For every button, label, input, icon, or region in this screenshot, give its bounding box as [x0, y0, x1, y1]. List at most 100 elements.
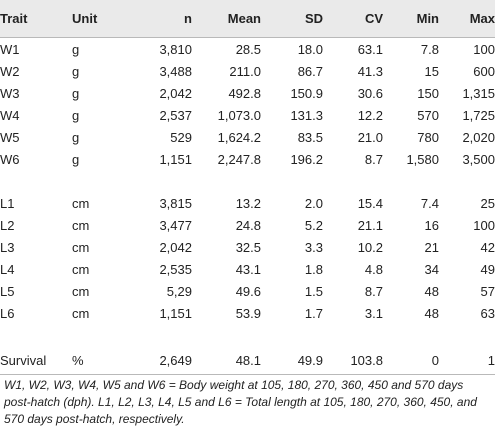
cell-cv: 4.8	[364, 261, 383, 277]
cell-trait: L4	[0, 261, 15, 277]
cell-trait: W3	[0, 85, 20, 101]
cell-unit: g	[72, 107, 80, 123]
cell-min: 570	[417, 107, 439, 123]
cell-min: 1,580	[406, 151, 439, 167]
cell-mean: 32.5	[235, 239, 261, 255]
table-spacer-row	[0, 324, 495, 346]
cell-cv: 15.4	[357, 195, 383, 211]
cell-max: 49	[480, 261, 495, 277]
cell-cv: 10.2	[357, 239, 383, 255]
cell-n: 2,042	[159, 239, 192, 255]
cell-max: 3,500	[462, 151, 495, 167]
cell-min: 780	[417, 129, 439, 145]
cell-cv: 12.2	[357, 107, 383, 123]
header-mean: Mean	[192, 0, 261, 38]
header-unit: Unit	[72, 0, 112, 38]
header-trait: Trait	[0, 0, 72, 38]
cell-mean: 28.5	[235, 41, 261, 57]
cell-min: 7.4	[420, 195, 439, 211]
cell-trait: W1	[0, 41, 20, 57]
spacer-cell	[0, 170, 495, 192]
cell-n: 3,815	[159, 195, 192, 211]
table-row: L6 cm 1,151 53.9 1.7 3.1 48 63	[0, 302, 495, 324]
cell-unit: g	[72, 129, 80, 145]
cell-trait: W5	[0, 129, 20, 145]
cell-mean: 2,247.8	[217, 151, 261, 167]
cell-mean: 1,624.2	[217, 129, 261, 145]
cell-mean: 48.1	[192, 346, 261, 375]
table-row: W6 g 1,151 2,247.8 196.2 8.7 1,580 3,500	[0, 148, 495, 170]
cell-max: 1,315	[462, 85, 495, 101]
cell-max: 100	[473, 217, 495, 233]
cell-mean: 1,073.0	[217, 107, 261, 123]
cell-cv: 3.1	[364, 305, 383, 321]
cell-n: 1,151	[159, 151, 192, 167]
cell-n: 1,151	[159, 305, 192, 321]
cell-min: 48	[424, 283, 439, 299]
cell-max: 1,725	[462, 107, 495, 123]
cell-n: 2,535	[159, 261, 192, 277]
cell-sd: 1.8	[304, 261, 323, 277]
cell-cv: 63.1	[357, 41, 383, 57]
table-header-row: Trait Unit n Mean SD CV Min Max	[0, 0, 495, 38]
cell-trait: L3	[0, 239, 15, 255]
cell-unit: cm	[72, 283, 90, 299]
cell-max: 2,020	[462, 129, 495, 145]
cell-n: 529	[170, 129, 192, 145]
header-min: Min	[383, 0, 439, 38]
cell-max: 57	[480, 283, 495, 299]
cell-sd: 131.3	[290, 107, 323, 123]
cell-max: 600	[473, 63, 495, 79]
cell-mean: 13.2	[235, 195, 261, 211]
table-row: L2 cm 3,477 24.8 5.2 21.1 16 100	[0, 214, 495, 236]
cell-sd: 1.5	[304, 283, 323, 299]
cell-unit: g	[72, 63, 80, 79]
cell-sd: 5.2	[304, 217, 323, 233]
table-spacer-row	[0, 170, 495, 192]
header-sd: SD	[261, 0, 323, 38]
table-row: W3 g 2,042 492.8 150.9 30.6 150 1,315	[0, 82, 495, 104]
cell-unit: cm	[72, 239, 90, 255]
cell-cv: 41.3	[357, 63, 383, 79]
cell-cv: 103.8	[323, 346, 383, 375]
cell-sd: 86.7	[297, 63, 323, 79]
cell-trait: L5	[0, 283, 15, 299]
header-cv: CV	[323, 0, 383, 38]
table-row: L5 cm 5,29 49.6 1.5 8.7 48 57	[0, 280, 495, 302]
descriptive-statistics-table: Trait Unit n Mean SD CV Min Max W1 g 3,810…	[0, 0, 495, 375]
table-row: L4 cm 2,535 43.1 1.8 4.8 34 49	[0, 258, 495, 280]
cell-sd: 49.9	[261, 346, 323, 375]
cell-min: 34	[424, 261, 439, 277]
cell-trait: W2	[0, 63, 20, 79]
cell-sd: 2.0	[304, 195, 323, 211]
cell-mean: 53.9	[235, 305, 261, 321]
cell-max: 100	[473, 41, 495, 57]
cell-cv: 30.6	[357, 85, 383, 101]
cell-max: 1	[439, 346, 495, 375]
cell-trait: L1	[0, 195, 15, 211]
cell-n: 3,477	[159, 217, 192, 233]
cell-trait: W4	[0, 107, 20, 123]
cell-mean: 24.8	[235, 217, 261, 233]
spacer-cell	[0, 324, 495, 346]
header-n: n	[112, 0, 192, 38]
cell-mean: 211.0	[229, 63, 261, 79]
cell-n: 3,488	[159, 63, 192, 79]
cell-unit: g	[72, 85, 80, 101]
table-row: L1 cm 3,815 13.2 2.0 15.4 7.4 25	[0, 192, 495, 214]
cell-sd: 3.3	[304, 239, 323, 255]
cell-unit: cm	[72, 217, 90, 233]
cell-unit: g	[72, 41, 80, 57]
cell-max: 42	[480, 239, 495, 255]
cell-unit: cm	[72, 195, 90, 211]
table-row: W1 g 3,810 28.5 18.0 63.1 7.8 100	[0, 38, 495, 61]
cell-trait: L6	[0, 305, 15, 321]
cell-unit: %	[72, 346, 112, 375]
cell-n: 2,042	[159, 85, 192, 101]
cell-mean: 49.6	[235, 283, 261, 299]
cell-trait: W6	[0, 151, 20, 167]
cell-min: 0	[383, 346, 439, 375]
cell-trait: Survival	[0, 346, 72, 375]
cell-unit: cm	[72, 261, 90, 277]
